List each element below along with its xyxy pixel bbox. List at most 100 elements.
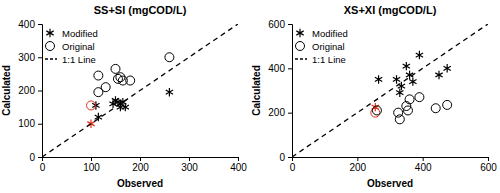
y-tick-label: 200: [18, 85, 35, 96]
point: [416, 51, 423, 59]
y-tick-mark: [288, 113, 292, 114]
point-group: [375, 75, 382, 83]
point-group: [166, 88, 173, 96]
legend-label: 1:1 Line: [312, 54, 346, 65]
y-tick: 100: [18, 118, 42, 129]
x-tick-label: 0: [40, 162, 46, 173]
point: [87, 120, 94, 128]
y-tick: 600: [268, 19, 292, 30]
legend-label: 1:1 Line: [62, 54, 96, 65]
point: [165, 53, 174, 62]
y-tick-mark: [288, 24, 292, 25]
x-tick-mark: [91, 157, 92, 161]
x-tick-mark: [140, 157, 141, 161]
point-group: [94, 71, 103, 80]
x-tick-label: 300: [181, 162, 198, 173]
x-tick: 400: [415, 157, 432, 173]
point-group: [415, 93, 424, 102]
point: [443, 100, 452, 109]
point-group: [372, 106, 381, 115]
point: [403, 106, 412, 115]
legend-label: Original: [62, 41, 95, 52]
point: [403, 62, 410, 70]
legend-entry: Original: [46, 41, 95, 52]
y-tick-label: 0: [29, 152, 35, 163]
point: [395, 115, 404, 124]
point: [396, 88, 403, 96]
x-tick-mark: [357, 157, 358, 161]
reference-line: [292, 24, 488, 157]
y-tick-label: 300: [18, 52, 35, 63]
point: [393, 75, 400, 83]
point-group: [403, 106, 412, 115]
point-group: [101, 83, 110, 92]
y-tick: 200: [268, 107, 292, 118]
x-tick-mark: [488, 157, 489, 161]
legend-entry: Original: [296, 41, 345, 52]
legend-label: Modified: [312, 28, 348, 39]
reference-line: [42, 24, 238, 157]
point: [111, 64, 120, 73]
y-axis-line: [288, 25, 293, 158]
point-group: [122, 103, 129, 111]
y-tick: 0: [279, 152, 292, 163]
point-group: [395, 115, 404, 124]
x-tick-label: 600: [480, 162, 497, 173]
point: [394, 108, 403, 117]
chart-title: SS+SI (mgCOD/L): [94, 4, 187, 16]
y-tick-mark: [38, 157, 42, 158]
y-tick-mark: [288, 68, 292, 69]
legend-swatch: [46, 42, 55, 51]
x-tick-mark: [423, 157, 424, 161]
x-tick-label: 400: [230, 162, 247, 173]
point: [166, 88, 173, 96]
y-tick-label: 0: [279, 152, 285, 163]
y-tick-label: 100: [18, 118, 35, 129]
y-tick: 400: [268, 63, 292, 74]
legend-label: Modified: [62, 28, 98, 39]
y-tick-label: 400: [268, 63, 285, 74]
x-tick: 0: [290, 157, 296, 173]
legend-entry: Modified: [46, 28, 98, 39]
x-axis-title: Observed: [117, 178, 163, 189]
legend-swatch: [296, 29, 303, 37]
x-axis: 0 200 400 600: [290, 157, 498, 173]
x-tick-label: 200: [349, 162, 366, 173]
point-group: [443, 100, 452, 109]
legend: Modified Original 1:1 Line: [295, 28, 348, 65]
series: [371, 93, 452, 124]
legend: Modified Original 1:1 Line: [45, 28, 98, 65]
x-tick-label: 100: [83, 162, 100, 173]
y-tick: 300: [18, 52, 42, 63]
y-axis-title: Calculated: [1, 65, 12, 116]
y-tick-label: 200: [268, 107, 285, 118]
y-tick-mark: [38, 57, 42, 58]
y-axis-title: Calculated: [251, 65, 262, 116]
x-tick: 200: [132, 157, 149, 173]
point-group: [443, 64, 450, 72]
legend-swatch: [295, 58, 307, 59]
y-axis: 0 200 400 600: [268, 19, 292, 163]
point-group: [87, 120, 94, 128]
point-group: [393, 75, 400, 83]
point: [409, 77, 416, 85]
x-tick-mark: [189, 157, 190, 161]
y-tick-mark: [38, 124, 42, 125]
point: [87, 101, 96, 110]
plot-area: [42, 24, 238, 157]
x-axis-title: Observed: [367, 178, 413, 189]
y-tick: 400: [18, 19, 42, 30]
x-axis: 0 100 200 300 400: [40, 157, 248, 173]
point: [405, 95, 414, 104]
point: [375, 75, 382, 83]
point-group: [435, 71, 442, 79]
series: [87, 53, 174, 110]
point-group: [126, 76, 135, 85]
x-tick-label: 200: [132, 162, 149, 173]
legend-entry: Modified: [296, 28, 348, 39]
point-group: [394, 108, 403, 117]
x-tick-label: 0: [290, 162, 296, 173]
x-axis-line: [43, 158, 239, 162]
panel: 02004006000200400600XS+XI (mgCOD/L)Obser…: [251, 4, 497, 189]
series: [87, 88, 173, 128]
